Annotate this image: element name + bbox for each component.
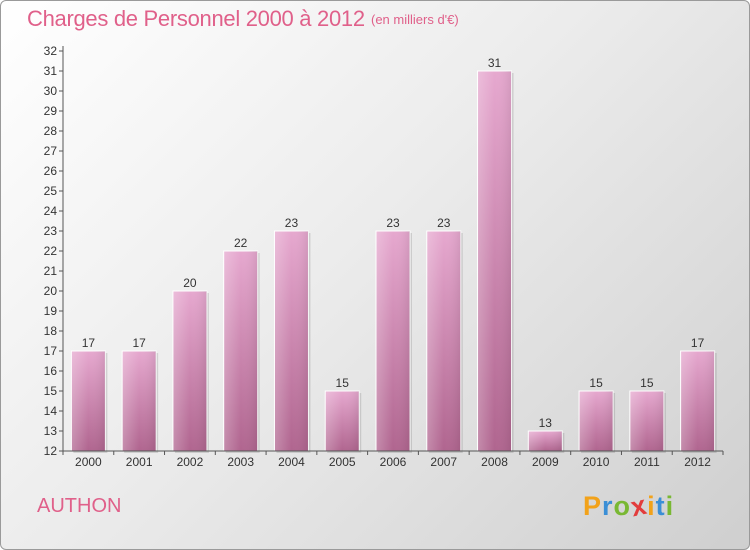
y-tick-label-14: 14 xyxy=(44,404,58,418)
x-tick-label-2004: 2004 xyxy=(278,455,305,469)
y-tick-label-13: 13 xyxy=(44,424,58,438)
data-label-2000: 17 xyxy=(82,336,96,350)
bar-shine xyxy=(680,351,715,451)
logo-letter: i xyxy=(665,491,675,521)
chart-subtitle: (en milliers d'€) xyxy=(371,12,459,27)
bar-shine xyxy=(325,391,360,451)
y-tick-label-19: 19 xyxy=(44,304,58,318)
y-tick-label-26: 26 xyxy=(44,164,58,178)
bar-shine xyxy=(376,231,410,451)
logo-letter: i xyxy=(647,491,656,521)
y-tick-label-25: 25 xyxy=(44,184,58,198)
y-tick-label-12: 12 xyxy=(44,444,58,458)
x-tick-label-2003: 2003 xyxy=(227,455,254,469)
axis-layer: 2000 2001 2002 2003 2004 2005 2006 2007 2008 2009… xyxy=(44,44,724,469)
logo-letter: o xyxy=(613,491,632,521)
data-label-2007: 23 xyxy=(437,216,451,230)
y-tick-label-28: 28 xyxy=(44,124,58,138)
bar-shine xyxy=(629,391,664,451)
y-tick-label-29: 29 xyxy=(44,104,58,118)
data-label-2012: 17 xyxy=(691,336,705,350)
x-tick-label-2010: 2010 xyxy=(583,455,610,469)
bars-layer: 17 17 20 22 23 15 23 23 31 13 15 15 17 xyxy=(70,56,717,453)
y-tick-label-20: 20 xyxy=(44,284,58,298)
x-tick-label-2000: 2000 xyxy=(75,455,102,469)
bar-shine xyxy=(579,391,614,451)
x-tick-label-2008: 2008 xyxy=(481,455,508,469)
data-label-2011: 15 xyxy=(640,376,654,390)
y-tick-label-21: 21 xyxy=(44,264,58,278)
bar-shine xyxy=(426,231,461,451)
bar-shine xyxy=(122,351,157,451)
x-tick-label-2001: 2001 xyxy=(126,455,153,469)
y-tick-label-17: 17 xyxy=(44,344,58,358)
bar-shine xyxy=(528,431,563,451)
x-tick-label-2011: 2011 xyxy=(634,455,660,469)
x-tick-label-2012: 2012 xyxy=(684,455,711,469)
data-label-2004: 23 xyxy=(285,216,299,230)
x-tick-label-2009: 2009 xyxy=(532,455,559,469)
bar-shine xyxy=(223,251,258,451)
data-label-2002: 20 xyxy=(183,276,197,290)
commune-name: AUTHON xyxy=(37,495,122,517)
y-tick-label-30: 30 xyxy=(44,84,58,98)
logo-letter: r xyxy=(602,491,614,521)
data-label-2003: 22 xyxy=(234,236,248,250)
y-tick-label-15: 15 xyxy=(44,384,58,398)
x-tick-label-2006: 2006 xyxy=(380,455,407,469)
bar-shine xyxy=(71,351,106,451)
data-label-2010: 15 xyxy=(589,376,603,390)
y-tick-label-27: 27 xyxy=(44,144,58,158)
logo-letter: P xyxy=(583,491,603,521)
data-label-2005: 15 xyxy=(336,376,350,390)
x-tick-label-2002: 2002 xyxy=(177,455,204,469)
logo-letter: t xyxy=(655,491,666,521)
x-tick-label-2005: 2005 xyxy=(329,455,356,469)
data-label-2009: 13 xyxy=(539,416,553,430)
x-tick-label-2007: 2007 xyxy=(430,455,457,469)
y-tick-label-24: 24 xyxy=(44,204,58,218)
data-label-2008: 31 xyxy=(488,56,502,70)
chart-title: Charges de Personnel 2000 à 2012 xyxy=(27,6,365,31)
bar-shine xyxy=(172,291,207,451)
y-tick-label-22: 22 xyxy=(44,244,58,258)
bar-shine xyxy=(274,231,309,451)
proxiti-logo: Proxiti xyxy=(583,490,675,523)
y-tick-label-32: 32 xyxy=(44,44,58,58)
y-tick-label-16: 16 xyxy=(44,364,58,378)
data-label-2006: 23 xyxy=(386,216,400,230)
y-tick-label-31: 31 xyxy=(44,64,58,78)
bar-shine xyxy=(477,71,512,451)
y-tick-label-23: 23 xyxy=(44,224,58,238)
y-tick-label-18: 18 xyxy=(44,324,58,338)
data-label-2001: 17 xyxy=(132,336,146,350)
